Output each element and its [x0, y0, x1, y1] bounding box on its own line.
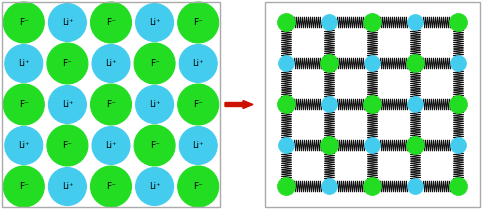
Text: Li⁺: Li⁺ — [149, 18, 161, 27]
Text: Li⁺: Li⁺ — [149, 100, 161, 109]
Text: F⁻: F⁻ — [19, 100, 29, 109]
Circle shape — [92, 126, 130, 164]
Text: F⁻: F⁻ — [193, 18, 203, 27]
Circle shape — [47, 43, 88, 84]
Circle shape — [450, 177, 468, 195]
Text: Li⁺: Li⁺ — [149, 182, 161, 191]
Text: F⁻: F⁻ — [193, 100, 203, 109]
Text: Li⁺: Li⁺ — [62, 182, 73, 191]
Text: Li⁺: Li⁺ — [62, 100, 73, 109]
Circle shape — [48, 85, 86, 124]
Circle shape — [450, 14, 468, 32]
Circle shape — [135, 167, 174, 205]
Circle shape — [364, 138, 380, 153]
Circle shape — [178, 2, 219, 43]
Text: F⁻: F⁻ — [19, 182, 29, 191]
Circle shape — [363, 177, 381, 195]
Text: F⁻: F⁻ — [193, 182, 203, 191]
Text: F⁻: F⁻ — [63, 141, 72, 150]
Circle shape — [134, 43, 175, 84]
Bar — [2, 2, 220, 207]
Circle shape — [407, 97, 424, 112]
Circle shape — [321, 178, 337, 195]
Text: Li⁺: Li⁺ — [105, 59, 117, 68]
Text: F⁻: F⁻ — [106, 100, 116, 109]
Circle shape — [450, 96, 468, 113]
Circle shape — [3, 166, 44, 207]
Circle shape — [5, 45, 43, 83]
Bar — [2, 2, 220, 207]
Circle shape — [48, 167, 86, 205]
Circle shape — [321, 97, 337, 112]
Bar — [265, 2, 480, 207]
Circle shape — [178, 166, 219, 207]
Circle shape — [92, 45, 130, 83]
Text: F⁻: F⁻ — [150, 59, 160, 68]
Circle shape — [278, 96, 295, 113]
Circle shape — [3, 2, 44, 43]
Circle shape — [451, 56, 467, 71]
Text: F⁻: F⁻ — [63, 59, 72, 68]
Circle shape — [91, 166, 132, 207]
Text: F⁻: F⁻ — [106, 182, 116, 191]
Circle shape — [321, 55, 338, 73]
Circle shape — [179, 126, 217, 164]
Text: Li⁺: Li⁺ — [105, 141, 117, 150]
Circle shape — [407, 178, 424, 195]
Circle shape — [178, 84, 219, 125]
Circle shape — [278, 177, 295, 195]
Circle shape — [363, 96, 381, 113]
Circle shape — [48, 4, 86, 42]
Circle shape — [135, 4, 174, 42]
Circle shape — [279, 138, 295, 153]
Circle shape — [91, 84, 132, 125]
Circle shape — [278, 14, 295, 32]
Text: Li⁺: Li⁺ — [18, 141, 29, 150]
Circle shape — [364, 56, 380, 71]
Bar — [265, 2, 480, 207]
Circle shape — [363, 14, 381, 32]
Circle shape — [279, 56, 295, 71]
Text: Li⁺: Li⁺ — [62, 18, 73, 27]
Text: F⁻: F⁻ — [150, 141, 160, 150]
Circle shape — [321, 14, 337, 31]
Circle shape — [321, 136, 338, 154]
Text: F⁻: F⁻ — [19, 18, 29, 27]
Circle shape — [407, 14, 424, 31]
Circle shape — [135, 85, 174, 124]
Circle shape — [3, 84, 44, 125]
Text: Li⁺: Li⁺ — [192, 59, 204, 68]
Circle shape — [134, 125, 175, 166]
Text: F⁻: F⁻ — [106, 18, 116, 27]
Circle shape — [91, 2, 132, 43]
Circle shape — [451, 138, 467, 153]
Circle shape — [406, 136, 425, 154]
Circle shape — [179, 45, 217, 83]
Circle shape — [47, 125, 88, 166]
Text: Li⁺: Li⁺ — [192, 141, 204, 150]
Text: Li⁺: Li⁺ — [18, 59, 29, 68]
FancyArrow shape — [225, 101, 253, 108]
Circle shape — [5, 126, 43, 164]
Circle shape — [406, 55, 425, 73]
